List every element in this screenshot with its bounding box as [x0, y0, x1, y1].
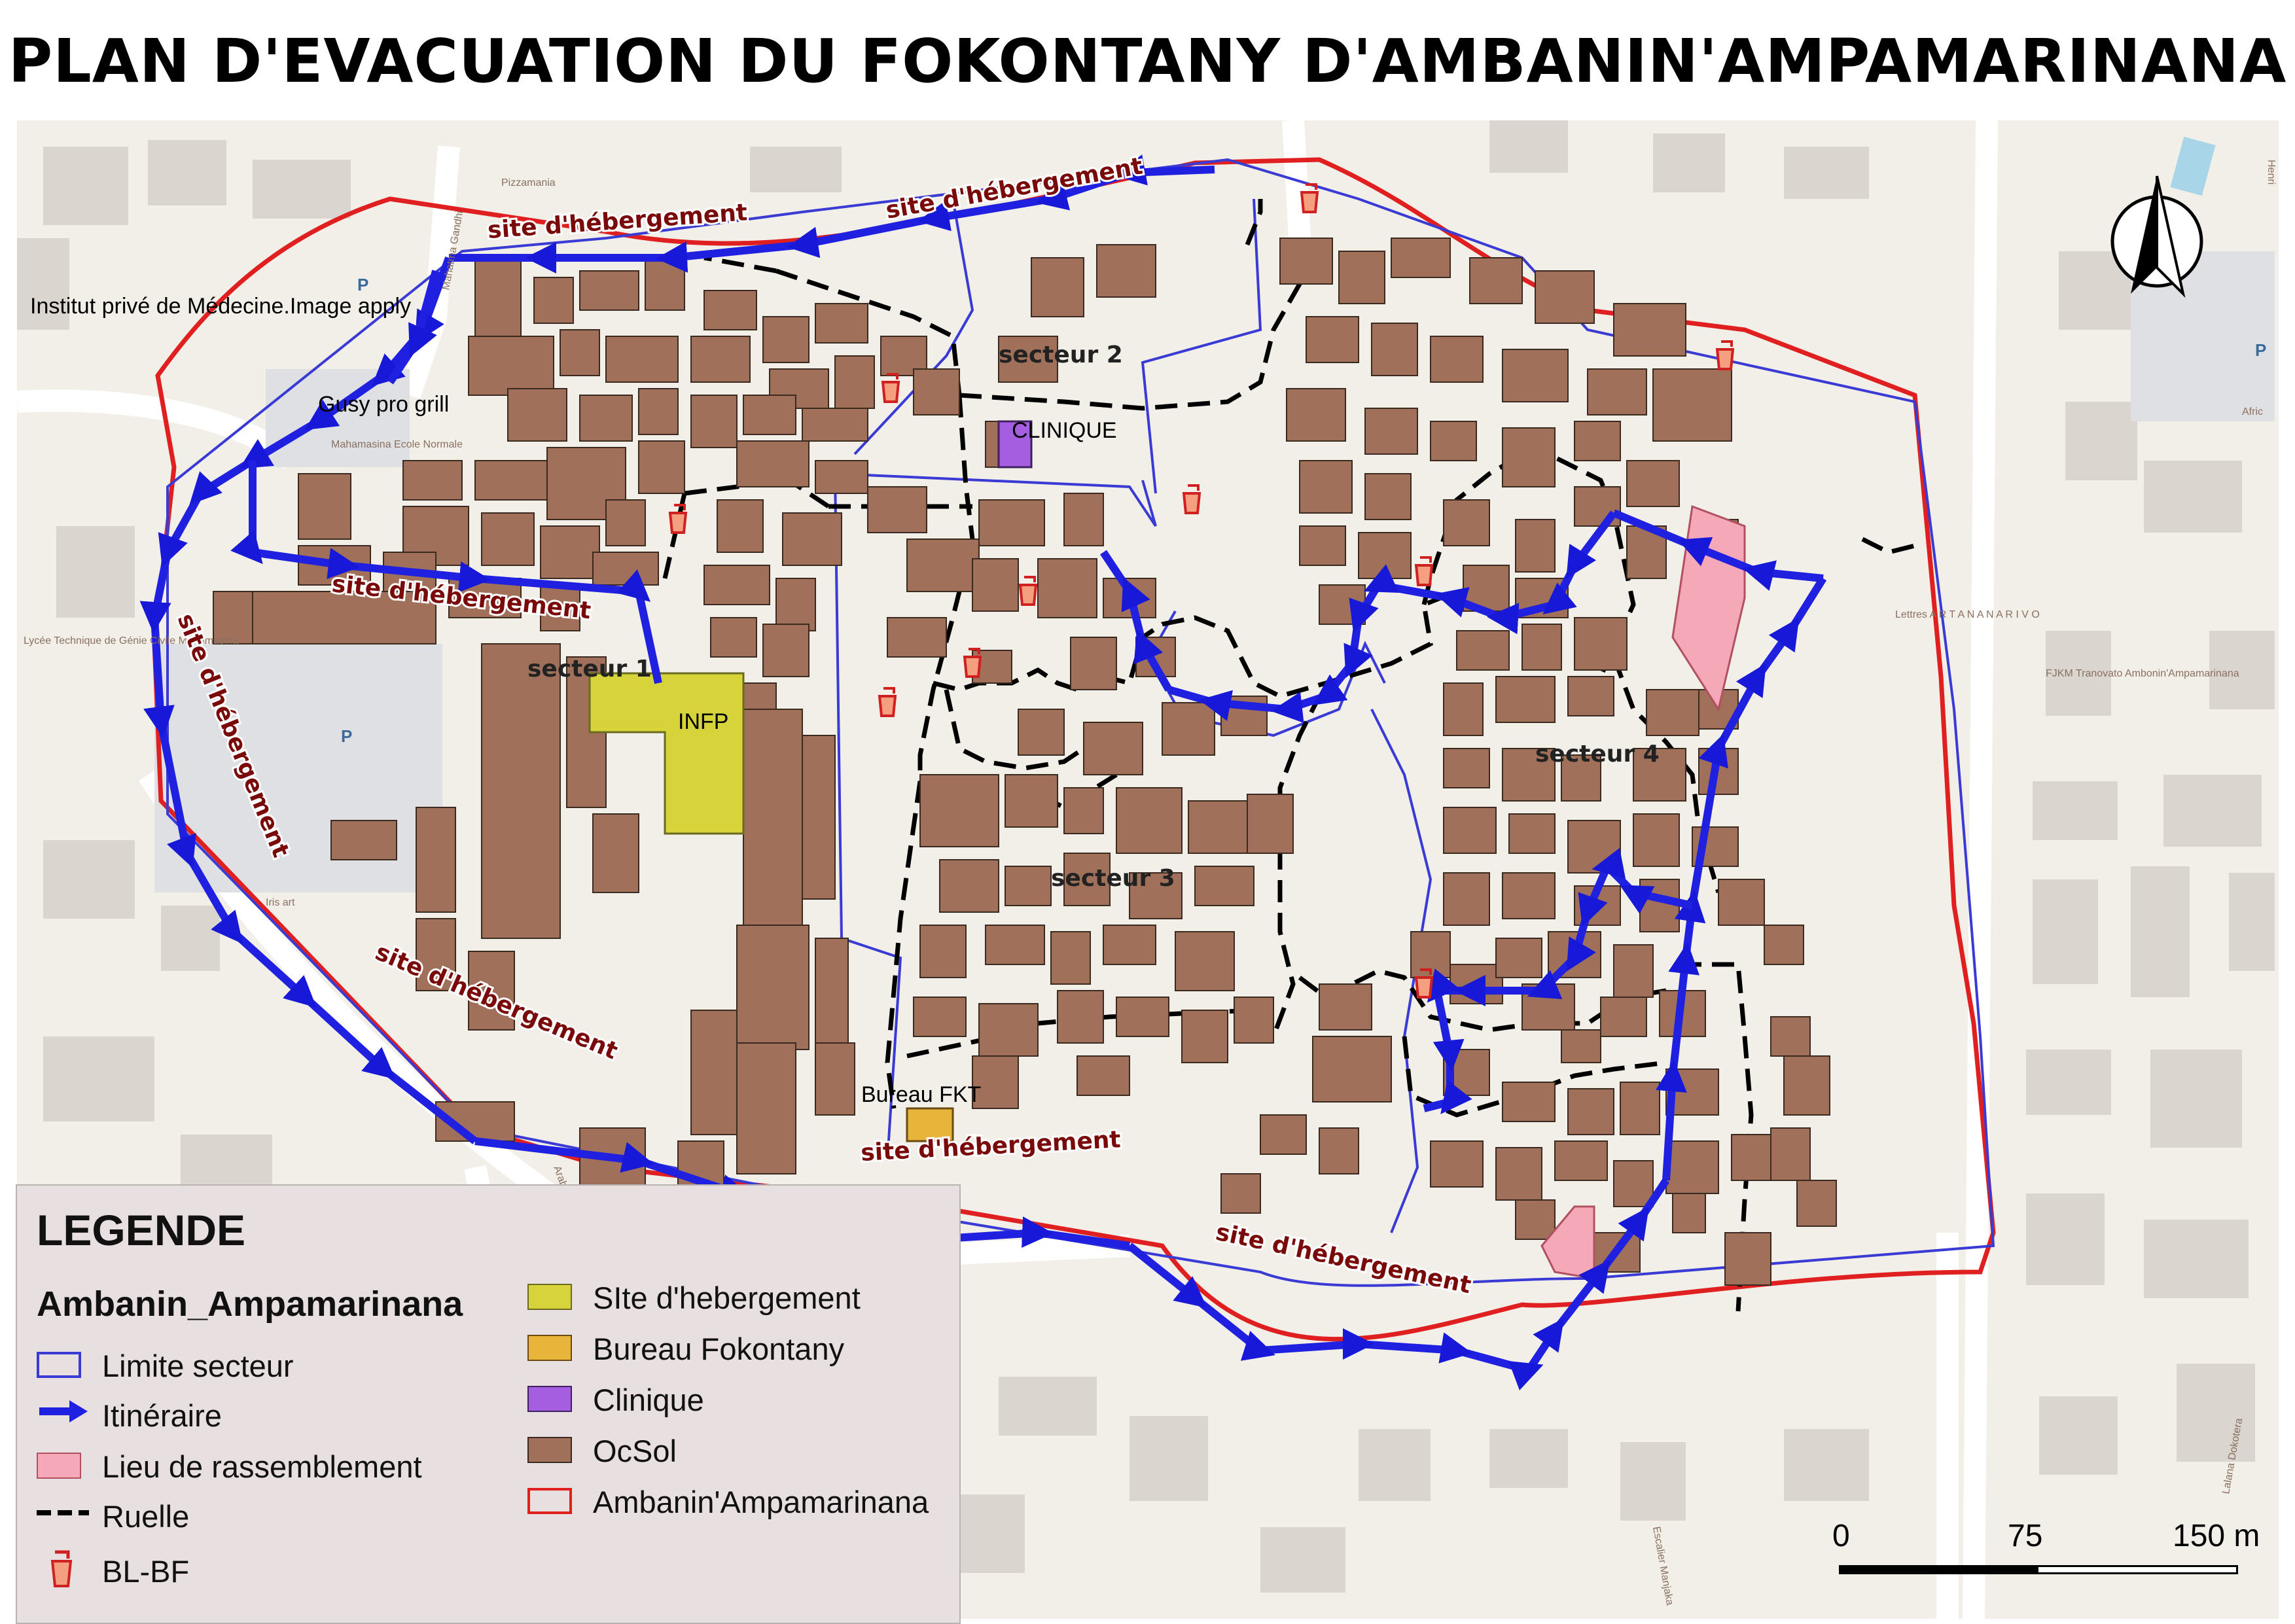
- henri-label: Henri: [2266, 160, 2277, 185]
- site-label-7: site d'hébergement: [1213, 1219, 1473, 1299]
- page-title: PLAN D'EVACUATION DU FOKONTANY D'AMBANIN…: [8, 26, 2287, 96]
- legend-label-bl-bf: BL-BF: [102, 1554, 190, 1589]
- legend-label-bureau: Bureau Fokontany: [593, 1332, 845, 1366]
- legend-label-sector-limit: Limite secteur: [102, 1349, 294, 1383]
- sector-3-label: secteur 3: [1051, 865, 1175, 892]
- legend-label-route: Itinéraire: [102, 1398, 222, 1433]
- legend-swatch-boundary: [527, 1488, 572, 1514]
- bureau-fkt-label: Bureau FKT: [861, 1082, 981, 1107]
- gusy-label: Gusy pro grill: [318, 392, 449, 417]
- bl-bf-water-points: [668, 183, 1735, 998]
- legend-swatch-clinic: [527, 1386, 572, 1412]
- legend-label-ruelle: Ruelle: [102, 1499, 190, 1534]
- africa-label: Afric: [2242, 406, 2263, 417]
- legend-panel: LEGENDE Ambanin_Ampamarinana Limite sect…: [16, 1184, 961, 1624]
- pizzamania-label: Pizzamania: [501, 177, 556, 188]
- scale-bar-line: [1839, 1565, 2238, 1574]
- gathering-place-1: [1671, 504, 1746, 712]
- legend-label-gathering: Lieu de rassemblement: [102, 1449, 422, 1484]
- shelter-infp: [588, 672, 745, 835]
- mahamasina-label: Mahamasina Ecole Normale: [331, 439, 463, 450]
- clinique-label: CLINIQUE: [1012, 418, 1117, 443]
- institut-label: Institut privé de Médecine.Image apply: [30, 294, 411, 319]
- legend-layer-name: Ambanin_Ampamarinana: [37, 1284, 463, 1324]
- parking-2: P: [341, 726, 352, 746]
- legend-swatch-gathering: [37, 1453, 81, 1479]
- north-arrow-icon: [2110, 175, 2203, 298]
- iris-art-label: Iris art: [266, 897, 295, 908]
- legend-swatch-route: [39, 1400, 88, 1422]
- fjkm-label: FJKM Tranovato Ambonin'Ampamarinana: [2046, 668, 2239, 679]
- legend-label-ocsol: OcSol: [593, 1434, 677, 1468]
- sector-1-label: secteur 1: [527, 656, 652, 682]
- scale-label-75: 75: [2008, 1519, 2043, 1553]
- infp-label: INFP: [678, 709, 728, 734]
- legend-label-clinic: Clinique: [593, 1383, 704, 1417]
- legend-swatch-sector-limit: [37, 1352, 81, 1378]
- scale-label-0: 0: [1832, 1519, 1850, 1553]
- legend-swatch-bureau: [527, 1335, 572, 1361]
- legend-swatch-shelter: [527, 1284, 572, 1310]
- clinic-site: [997, 420, 1033, 468]
- sector-4-label: secteur 4: [1535, 741, 1660, 768]
- bureau-fokontany: [906, 1107, 954, 1142]
- parking-1: P: [357, 275, 368, 294]
- site-label-2: site d'hébergement: [883, 152, 1145, 224]
- pool: [2170, 136, 2216, 196]
- parking-3: P: [2255, 340, 2266, 360]
- scale-label-150: 150 m: [2173, 1519, 2260, 1553]
- legend-label-shelter: SIte d'hebergement: [593, 1280, 861, 1315]
- legend-swatch-ocsol: [527, 1437, 572, 1463]
- sector-2-label: secteur 2: [999, 342, 1123, 368]
- site-label-6: site d'hébergement: [860, 1126, 1121, 1167]
- legend-title: LEGENDE: [37, 1206, 246, 1254]
- legend-swatch-bl-bf-icon: [50, 1550, 73, 1587]
- legend-swatch-ruelle: [37, 1510, 89, 1515]
- scale-bar: 0 75 150 m: [1832, 1518, 2264, 1583]
- lettres-label: Lettres A R T A N A N A R I V O: [1895, 609, 2040, 620]
- lycee-label: Lycée Technique de Génie Civile Mahamasi…: [24, 635, 238, 646]
- legend-label-boundary: Ambanin'Ampamarinana: [593, 1485, 929, 1519]
- escalier-label: Escalier Manjaka: [1650, 1526, 1675, 1606]
